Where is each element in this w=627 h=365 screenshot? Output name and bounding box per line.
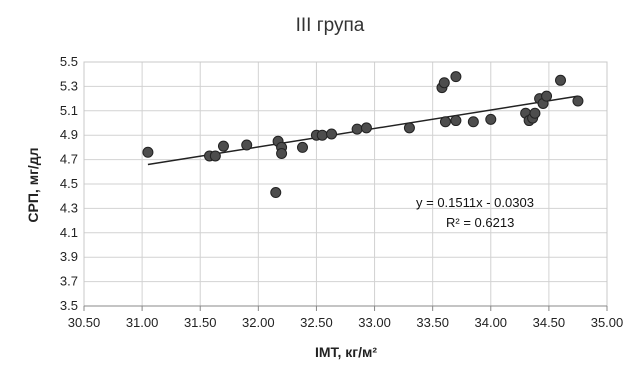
data-point <box>241 139 253 151</box>
data-point <box>438 77 450 89</box>
y-tick-label: 5.1 <box>60 103 78 118</box>
data-point <box>450 71 462 83</box>
y-tick-label: 3.5 <box>60 298 78 313</box>
x-tick-label: 30.50 <box>68 315 101 330</box>
chart-title: III група <box>296 15 365 36</box>
y-tick-label: 4.7 <box>60 152 78 167</box>
x-tick-label: 32.50 <box>300 315 333 330</box>
data-point <box>529 107 541 119</box>
axes <box>83 61 608 311</box>
y-tick-label: 4.1 <box>60 225 78 240</box>
x-tick-label: 31.00 <box>126 315 159 330</box>
data-point <box>351 123 363 135</box>
r-squared-label: R² = 0.6213 <box>446 215 514 230</box>
x-axis-label: IMT, кг/м² <box>315 344 377 360</box>
data-point <box>270 187 282 199</box>
trendline-equation: y = 0.1511x - 0.0303 <box>416 195 534 210</box>
x-tick-label: 33.00 <box>358 315 391 330</box>
y-tick-label: 3.7 <box>60 274 78 289</box>
data-points <box>142 71 584 199</box>
y-axis-label: СРП, мг/дл <box>25 147 41 222</box>
x-tick-label: 35.00 <box>591 315 624 330</box>
data-point <box>439 116 451 128</box>
data-point <box>316 129 328 141</box>
data-point <box>450 115 462 127</box>
data-point <box>276 148 288 159</box>
data-point <box>142 146 154 158</box>
data-point <box>209 150 221 162</box>
data-point <box>541 90 553 102</box>
y-tick-label: 3.9 <box>60 249 78 264</box>
x-tick-label: 32.00 <box>242 315 275 330</box>
data-point <box>326 128 338 140</box>
data-point <box>403 122 415 134</box>
x-tick-label: 34.00 <box>475 315 508 330</box>
x-tick-label: 34.50 <box>533 315 566 330</box>
x-tick-label: 31.50 <box>184 315 217 330</box>
y-tick-label: 5.3 <box>60 78 78 93</box>
gridlines <box>83 61 608 307</box>
data-point <box>296 141 308 153</box>
data-point <box>217 140 229 152</box>
data-point <box>572 95 584 107</box>
y-tick-label: 4.3 <box>60 200 78 215</box>
y-tick-label: 4.9 <box>60 127 78 142</box>
data-point <box>467 116 479 128</box>
tick-labels: 3.5 3.7 3.9 4.1 4.3 4.5 4.7 4.9 5.1 5.3 5.5 30.50 31… <box>60 54 623 330</box>
y-tick-label: 5.5 <box>60 54 78 69</box>
data-point <box>360 122 372 134</box>
x-tick-label: 33.50 <box>416 315 449 330</box>
data-point <box>555 74 567 86</box>
data-point <box>485 113 497 125</box>
y-tick-label: 4.5 <box>60 176 78 191</box>
